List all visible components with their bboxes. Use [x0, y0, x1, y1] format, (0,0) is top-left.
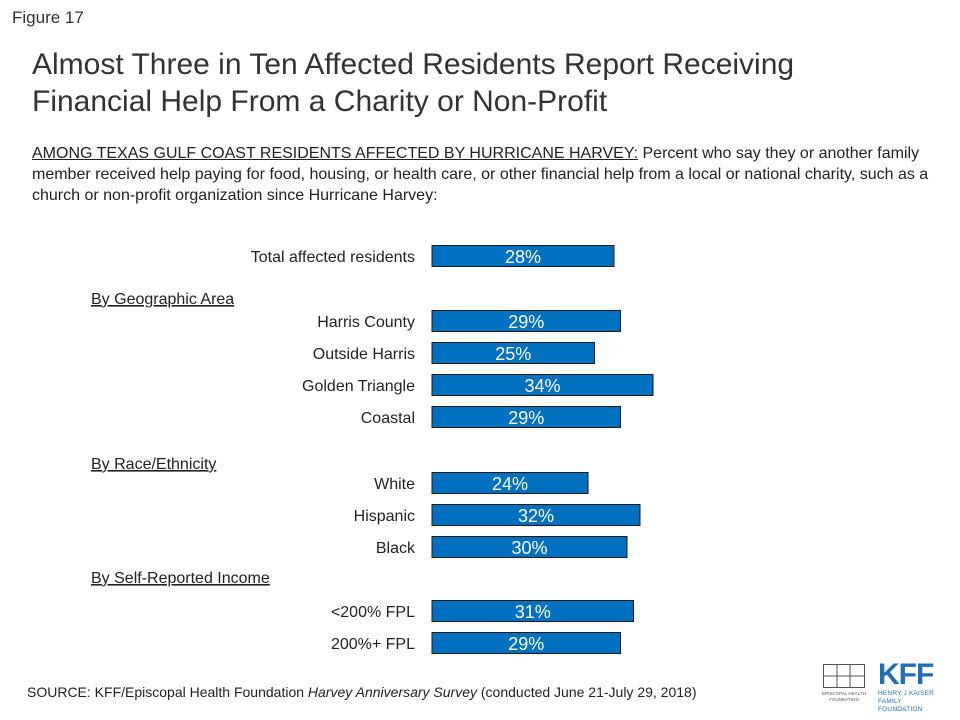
bar [431, 374, 654, 396]
data-label: 34% [524, 376, 560, 396]
category-label: Coastal [361, 410, 415, 427]
source-prefix: SOURCE: KFF/Episcopal Health Foundation [27, 684, 308, 700]
kff-logo-subtitle-2: FAMILY FOUNDATION [878, 698, 923, 713]
bar [431, 342, 595, 364]
subtitle-question: Percent who say they or another family m… [32, 145, 929, 204]
ehf-logo-text-2: FOUNDATION [829, 697, 859, 702]
source-suffix: (conducted June 21-July 29, 2018) [477, 684, 697, 700]
kff-logo-subtitle-1: HENRY J KAISER [878, 690, 935, 697]
bar [431, 632, 621, 654]
chart-subtitle: AMONG TEXAS GULF COAST RESIDENTS AFFECTE… [32, 143, 932, 206]
figure-label: Figure 17 [12, 8, 84, 27]
category-label: Outside Harris [313, 346, 415, 363]
subtitle-population: AMONG TEXAS GULF COAST RESIDENTS AFFECTE… [32, 145, 639, 162]
category-label: Hispanic [354, 508, 415, 525]
data-label: 29% [508, 312, 544, 332]
category-label: Golden Triangle [302, 378, 415, 395]
ehf-logo-text-1: EPISCOPAL HEALTH [822, 691, 866, 696]
bar [431, 536, 628, 558]
bar [431, 245, 615, 267]
kff-logo: KFF HENRY J KAISER FAMILY FOUNDATION [878, 658, 948, 714]
data-label: 28% [505, 247, 541, 267]
data-label: 29% [508, 408, 544, 428]
data-label: 32% [518, 506, 554, 526]
chart-title-line-2: Financial Help From a Charity or Non-Pro… [32, 85, 608, 118]
bar [431, 472, 589, 494]
category-label: Black [376, 540, 416, 557]
episcopal-health-foundation-logo: EPISCOPAL HEALTH FOUNDATION [818, 664, 870, 706]
bar [431, 406, 621, 428]
bar [431, 310, 621, 332]
data-label: 25% [495, 344, 531, 364]
category-label: White [374, 476, 415, 493]
category-label: <200% FPL [331, 604, 415, 621]
category-label: Harris County [317, 314, 415, 331]
bar [431, 504, 641, 526]
data-label: 31% [515, 602, 551, 622]
source-note: SOURCE: KFF/Episcopal Health Foundation … [27, 684, 696, 700]
group-heading: By Self-Reported Income [91, 570, 270, 587]
data-label: 29% [508, 634, 544, 654]
group-heading: By Geographic Area [91, 291, 234, 308]
category-label: 200%+ FPL [331, 636, 415, 653]
bar [431, 600, 634, 622]
data-label: 30% [511, 538, 547, 558]
source-survey-name: Harvey Anniversary Survey [307, 684, 477, 700]
ehf-mark-icon [823, 664, 865, 688]
kff-logo-mark: KFF [878, 658, 934, 691]
chart-title-line-1: Almost Three in Ten Affected Residents R… [32, 48, 795, 81]
chart-title: Almost Three in Ten Affected Residents R… [32, 46, 932, 120]
category-label: Total affected residents [251, 249, 415, 266]
bar-chart: Total affected residents 28% By Geographic… [91, 245, 654, 654]
group-heading: By Race/Ethnicity [91, 456, 216, 473]
data-label: 24% [492, 474, 528, 494]
